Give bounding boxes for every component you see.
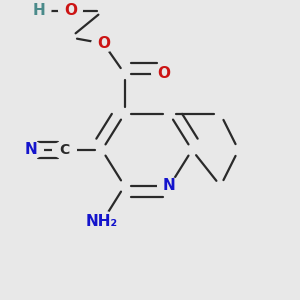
Text: H: H (33, 3, 45, 18)
Ellipse shape (91, 34, 116, 52)
Ellipse shape (19, 141, 44, 159)
Text: N: N (25, 142, 38, 158)
Text: C: C (59, 143, 70, 157)
Ellipse shape (26, 2, 52, 20)
Ellipse shape (52, 141, 77, 159)
Ellipse shape (151, 64, 176, 82)
Ellipse shape (58, 2, 83, 20)
Ellipse shape (157, 177, 182, 195)
Text: O: O (97, 36, 110, 51)
Text: N: N (163, 178, 176, 194)
Ellipse shape (86, 211, 118, 233)
Text: O: O (64, 3, 77, 18)
Text: NH₂: NH₂ (86, 214, 118, 230)
Text: O: O (157, 66, 170, 81)
